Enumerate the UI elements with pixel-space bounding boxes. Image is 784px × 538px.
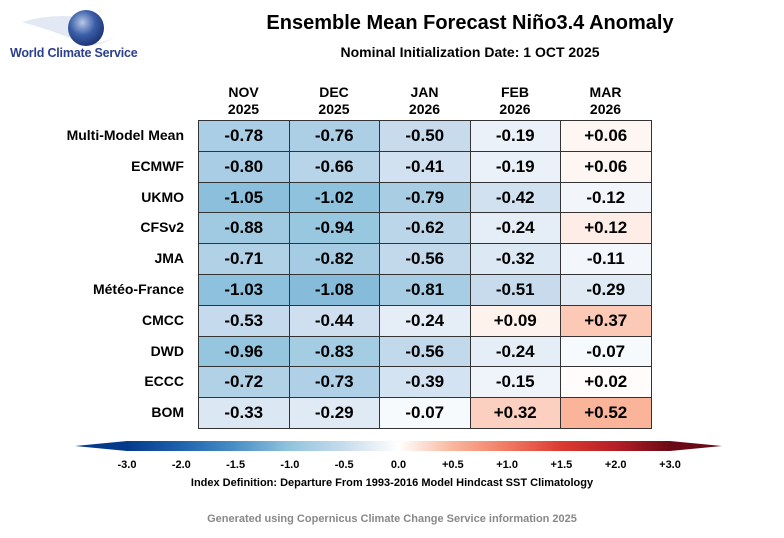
heatmap-cell: -0.96 (198, 335, 290, 368)
heatmap-cell: -0.15 (469, 366, 561, 399)
heatmap-cell: -0.33 (198, 397, 290, 429)
heatmap-cell: -0.42 (469, 181, 561, 214)
heatmap-cell: +0.52 (560, 397, 652, 429)
heatmap-cell: -0.78 (198, 120, 290, 152)
heatmap-cell: -0.51 (469, 274, 561, 306)
column-header: MAR 2026 (560, 84, 651, 118)
column-month: MAR (589, 84, 622, 100)
column-year: 2026 (408, 101, 441, 117)
colorbar-extend-high (670, 441, 722, 451)
heatmap-cell: +0.37 (560, 304, 652, 337)
column-month: DEC (319, 84, 349, 100)
column-year: 2025 (318, 101, 350, 117)
colorbar-tick-label: +3.0 (659, 459, 681, 471)
column-year: 2025 (227, 101, 260, 117)
heatmap-cell: -0.24 (379, 304, 471, 337)
column-month: JAN (410, 84, 439, 100)
heatmap-cell: -0.88 (198, 212, 290, 245)
colorbar-tick-label: -1.0 (280, 459, 300, 471)
row-label: ECMWF (131, 157, 184, 174)
heatmap-cell: -1.08 (288, 274, 380, 306)
column-header: FEB 2026 (470, 84, 561, 118)
heatmap-cell: -0.39 (379, 366, 471, 399)
colorbar-label: Index Definition: Departure From 1993-20… (190, 477, 594, 489)
heatmap-cell: -0.44 (288, 304, 380, 337)
colorbar-tick-label: +1.0 (496, 459, 518, 471)
heatmap-cell: -0.72 (198, 366, 290, 399)
heatmap-cell: -0.19 (469, 150, 561, 183)
colorbar-tick-label: 0.0 (390, 459, 407, 471)
column-header: JAN 2026 (379, 84, 470, 118)
heatmap-cell: -0.41 (379, 150, 471, 183)
heatmap-cell: +0.06 (560, 120, 652, 152)
footer-credit: Generated using Copernicus Climate Chang… (207, 513, 577, 525)
heatmap-cell: +0.12 (560, 212, 652, 245)
row-label: Météo-France (92, 281, 184, 297)
heatmap-cell: -0.66 (288, 150, 380, 183)
heatmap-cell: +0.32 (469, 397, 561, 429)
heatmap-cell: -0.12 (560, 181, 652, 214)
row-label: UKMO (141, 188, 184, 205)
chart-subtitle: Nominal Initialization Date: 1 OCT 2025 (340, 44, 600, 60)
colorbar-tick-label: -3.0 (117, 459, 137, 471)
heatmap-cell: +0.09 (469, 304, 561, 337)
heatmap-cell: -0.19 (469, 120, 561, 152)
heatmap-cell: -0.80 (198, 150, 290, 183)
heatmap-cell: -0.62 (379, 212, 471, 245)
column-header: DEC 2025 (289, 84, 380, 118)
colorbar-tick-label: +2.0 (604, 459, 627, 471)
row-label: Multi-Model Mean (66, 127, 184, 143)
heatmap-cell: -1.05 (198, 181, 290, 214)
heatmap-cell: -0.71 (198, 243, 290, 275)
row-label: BOM (151, 404, 184, 421)
heatmap-cell: +0.06 (560, 150, 652, 183)
heatmap-cell: -0.81 (379, 274, 471, 306)
colorbar (75, 441, 722, 451)
row-label: DWD (150, 342, 184, 359)
heatmap-cell: -0.29 (288, 397, 380, 429)
colorbar-extend-low (75, 441, 127, 451)
heatmap-cell: -0.83 (288, 335, 380, 368)
colorbar-tick-label: +0.5 (441, 459, 464, 471)
heatmap-cell: -0.29 (560, 274, 652, 306)
row-label: JMA (154, 250, 184, 267)
heatmap-cell: -0.50 (379, 120, 471, 152)
heatmap-cell: -0.56 (379, 335, 471, 368)
column-header: NOV 2025 (198, 84, 289, 118)
colorbar-tick-label: -0.5 (334, 459, 354, 471)
heatmap-cell: -0.53 (198, 304, 290, 337)
heatmap-cell: -0.07 (560, 335, 652, 368)
column-month: FEB (501, 84, 529, 100)
colorbar-tick-label: +1.5 (550, 459, 573, 471)
row-label: CMCC (142, 311, 184, 328)
heatmap-cell: -0.56 (379, 243, 471, 275)
colorbar-gradient (127, 441, 670, 451)
logo-text: World Climate Service (10, 46, 138, 60)
column-month: NOV (228, 84, 259, 100)
heatmap-cell: -1.02 (288, 181, 380, 214)
heatmap-cell: -0.76 (288, 120, 380, 152)
row-label: ECCC (144, 373, 184, 390)
heatmap-cell: -0.82 (288, 243, 380, 275)
heatmap-cell: -0.73 (288, 366, 380, 399)
heatmap-cell: -0.79 (379, 181, 471, 214)
world-climate-service-logo (22, 10, 115, 46)
heatmap-cell: -0.11 (560, 243, 652, 275)
heatmap-cell: -0.94 (288, 212, 380, 245)
heatmap-cell: +0.02 (560, 366, 652, 399)
colorbar-tick-label: -1.5 (226, 459, 246, 471)
colorbar-tick-label: -2.0 (171, 459, 191, 471)
heatmap-cell: -0.07 (379, 397, 471, 429)
heatmap-cell: -0.24 (469, 212, 561, 245)
column-year: 2026 (589, 101, 622, 117)
chart-title: Ensemble Mean Forecast Niño3.4 Anomaly (266, 12, 674, 34)
heatmap-cell: -0.32 (469, 243, 561, 275)
heatmap-cell: -0.24 (469, 335, 561, 368)
heatmap-cell: -1.03 (198, 274, 290, 306)
column-year: 2026 (499, 101, 531, 117)
row-label: CFSv2 (140, 219, 184, 236)
